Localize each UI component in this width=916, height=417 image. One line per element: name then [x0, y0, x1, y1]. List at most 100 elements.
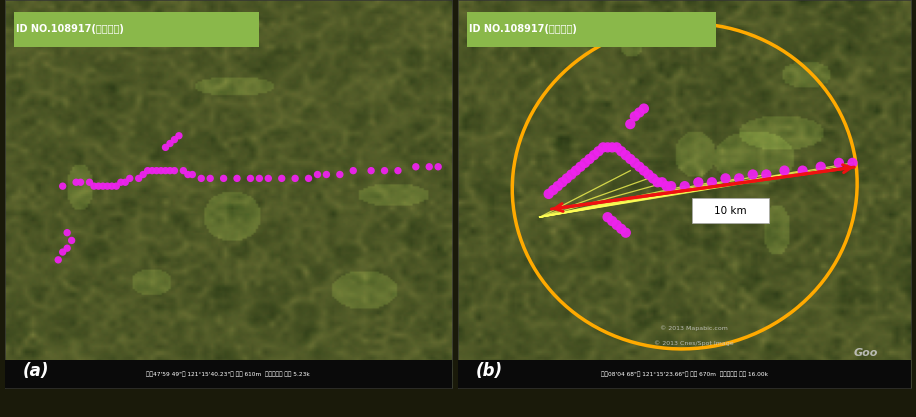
Point: [422, 163, 437, 170]
Point: [346, 167, 361, 174]
Point: [759, 171, 774, 178]
Point: [252, 175, 267, 182]
Point: [377, 167, 392, 174]
Point: [627, 160, 642, 166]
Point: [100, 183, 114, 189]
Point: [60, 229, 74, 236]
Point: [55, 183, 70, 189]
Point: [555, 179, 570, 186]
Text: Goo: Goo: [854, 348, 878, 358]
Point: [154, 167, 169, 174]
Point: [136, 171, 150, 178]
Point: [551, 183, 565, 189]
Point: [813, 163, 828, 170]
FancyBboxPatch shape: [14, 12, 259, 47]
Point: [95, 183, 110, 189]
Point: [109, 183, 124, 189]
Point: [55, 249, 70, 255]
Text: (a): (a): [23, 362, 49, 380]
Point: [230, 175, 245, 182]
Point: [123, 175, 137, 182]
Point: [73, 179, 88, 186]
Point: [641, 171, 656, 178]
Point: [64, 237, 79, 244]
Text: © 2013 Cnes/Spot Image: © 2013 Cnes/Spot Image: [654, 340, 734, 346]
Point: [618, 229, 633, 236]
Point: [87, 183, 102, 189]
Point: [145, 167, 159, 174]
Point: [431, 163, 445, 170]
Point: [623, 156, 638, 162]
Point: [288, 175, 302, 182]
Point: [319, 171, 333, 178]
Point: [185, 171, 200, 178]
Point: [609, 144, 624, 151]
Point: [301, 175, 316, 182]
Point: [600, 214, 615, 221]
Point: [390, 167, 405, 174]
Text: 위도08'04 68"북 121°15'23.66"동 고도 670m  내려다보는 높이 16.00k: 위도08'04 68"북 121°15'23.66"동 고도 670m 내려다보…: [601, 371, 769, 377]
Point: [605, 144, 619, 151]
Point: [595, 144, 610, 151]
Text: 위도47'59 49"북 121°15'40.23"동 고도 610m  내려다보는 높이 5.23k: 위도47'59 49"북 121°15'40.23"동 고도 610m 내려다보…: [147, 371, 310, 377]
Point: [795, 167, 810, 174]
Point: [216, 175, 231, 182]
Point: [600, 144, 615, 151]
Point: [632, 163, 647, 170]
Point: [163, 167, 178, 174]
Point: [91, 183, 105, 189]
Point: [832, 160, 846, 166]
FancyBboxPatch shape: [458, 360, 911, 388]
Point: [171, 133, 186, 139]
Point: [118, 179, 133, 186]
Point: [618, 152, 633, 158]
Point: [560, 175, 574, 182]
Point: [655, 179, 670, 186]
Point: [646, 175, 660, 182]
Text: ID NO.108917(청둥오리): ID NO.108917(청둥오리): [469, 25, 577, 35]
Point: [167, 136, 181, 143]
Point: [627, 113, 642, 120]
Point: [202, 175, 217, 182]
Point: [82, 179, 97, 186]
Point: [180, 171, 195, 178]
Text: © 2013 Mapabic.com: © 2013 Mapabic.com: [660, 325, 727, 331]
Point: [311, 171, 325, 178]
Point: [69, 179, 83, 186]
Point: [569, 167, 583, 174]
Point: [275, 175, 289, 182]
FancyBboxPatch shape: [467, 12, 716, 47]
Point: [261, 175, 276, 182]
Point: [586, 152, 601, 158]
Point: [691, 179, 705, 186]
Point: [678, 183, 692, 189]
Point: [632, 109, 647, 116]
Point: [614, 148, 628, 155]
Point: [623, 121, 638, 128]
Point: [60, 245, 74, 251]
Point: [704, 179, 719, 186]
Point: [163, 140, 178, 147]
Point: [746, 171, 760, 178]
Point: [541, 191, 556, 197]
Point: [637, 105, 651, 112]
Point: [578, 160, 593, 166]
Point: [114, 179, 128, 186]
Point: [583, 156, 597, 162]
Point: [140, 167, 155, 174]
Text: (b): (b): [476, 362, 503, 380]
Text: ID NO.108917(청둥오리): ID NO.108917(청둥오리): [16, 25, 124, 35]
Point: [637, 167, 651, 174]
FancyBboxPatch shape: [692, 198, 769, 223]
Point: [409, 163, 423, 170]
Point: [194, 175, 209, 182]
Point: [149, 167, 164, 174]
Point: [546, 187, 561, 193]
Point: [333, 171, 347, 178]
Point: [718, 175, 733, 182]
Point: [664, 183, 679, 189]
Point: [573, 163, 588, 170]
Point: [650, 179, 665, 186]
Point: [591, 148, 605, 155]
Point: [605, 218, 619, 224]
